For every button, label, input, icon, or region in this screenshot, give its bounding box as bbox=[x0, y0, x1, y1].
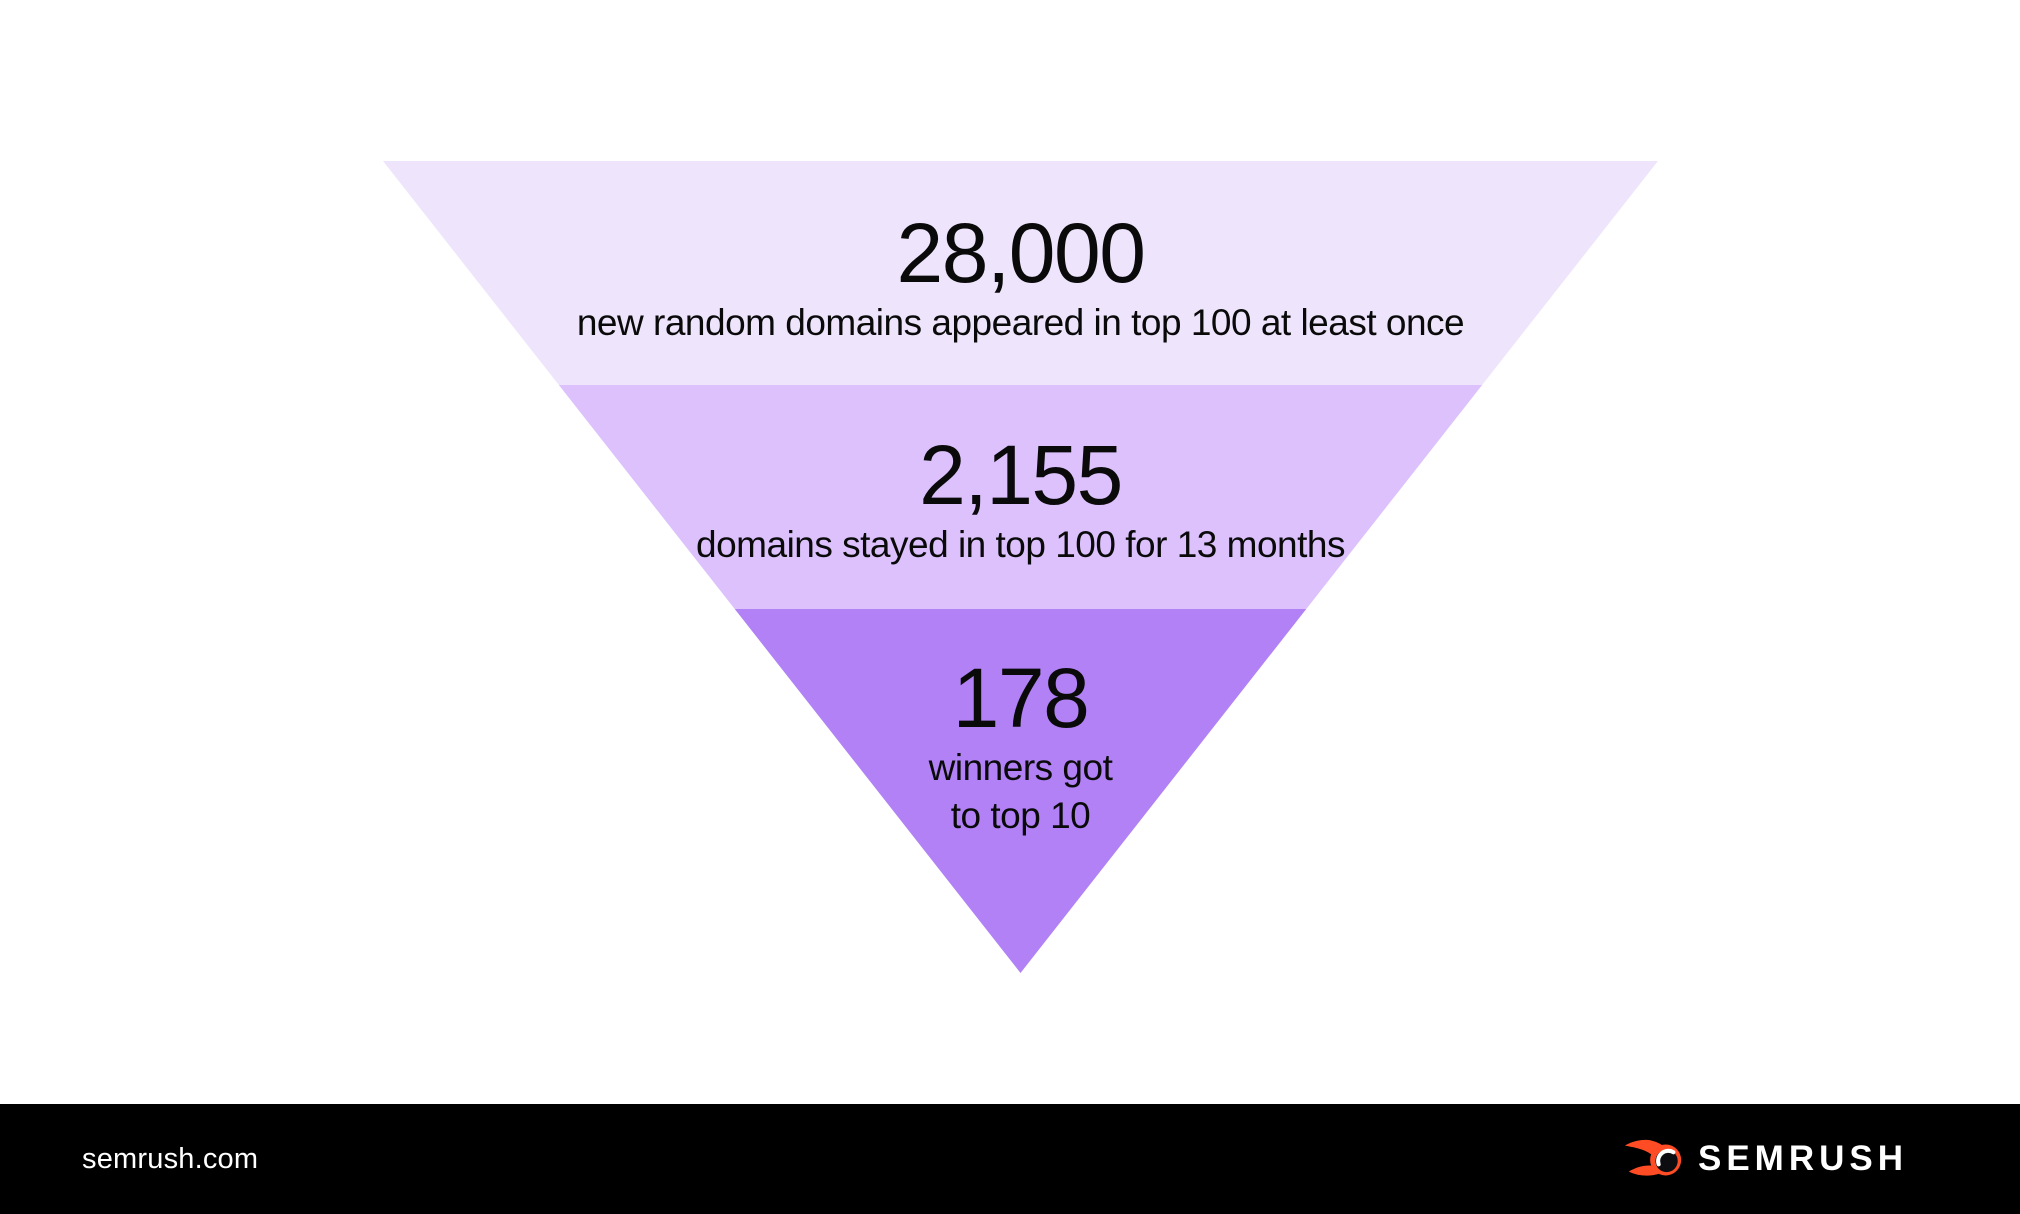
funnel-stage-top: 28,000 new random domains appeared in to… bbox=[383, 161, 1658, 385]
footer-bar: semrush.com SEMRUSH bbox=[0, 1104, 2020, 1214]
semrush-flame-icon bbox=[1624, 1139, 1682, 1176]
funnel-stage-middle: 2,155 domains stayed in top 100 for 13 m… bbox=[383, 385, 1658, 609]
stage-label-top: new random domains appeared in top 100 a… bbox=[576, 302, 1465, 344]
semrush-logo: SEMRUSH bbox=[1623, 1136, 1908, 1182]
stage-value-middle: 2,155 bbox=[919, 428, 1123, 522]
stage-label-bottom: winners got to top 10 bbox=[928, 747, 1113, 837]
funnel-chart: 28,000 new random domains appeared in to… bbox=[383, 161, 1658, 973]
semrush-wordmark: SEMRUSH bbox=[1697, 1139, 1908, 1178]
stage-label-middle: domains stayed in top 100 for 13 months bbox=[696, 524, 1345, 566]
funnel-stage-bottom: 178 winners got to top 10 bbox=[383, 609, 1658, 973]
stage-value-bottom: 178 bbox=[952, 651, 1090, 745]
stage-value-top: 28,000 bbox=[896, 206, 1146, 300]
website-url: semrush.com bbox=[82, 1142, 259, 1175]
